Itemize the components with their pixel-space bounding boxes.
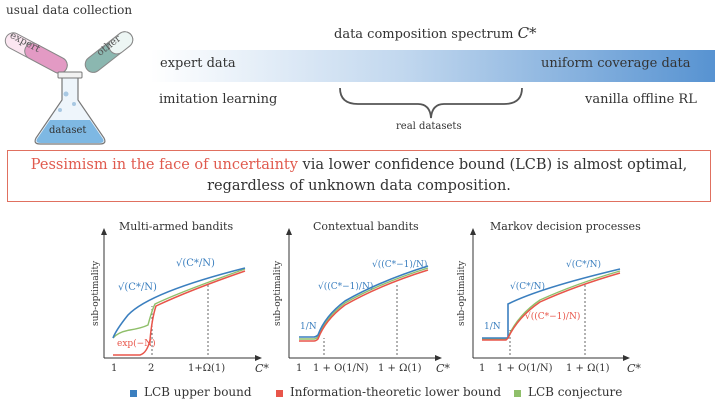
panel3-tick-2: 1 + O(1/N) bbox=[497, 363, 553, 374]
panel2-axes bbox=[286, 228, 442, 361]
statement-highlight: Pessimism in the face of uncertainty bbox=[30, 157, 298, 173]
panel3-title: Markov decision processes bbox=[490, 220, 641, 233]
spectrum-bar bbox=[150, 50, 715, 82]
panel1-label-top: √(C*/N) bbox=[176, 258, 215, 269]
statement-line2: regardless of unknown data composition. bbox=[207, 178, 511, 194]
panel1-label-upper: √(C*/N) bbox=[118, 282, 157, 293]
panel2-curves bbox=[299, 265, 429, 342]
panel2-tick-1: 1 bbox=[296, 363, 303, 374]
panel1-xlabel: C* bbox=[255, 362, 269, 375]
panel1-axes bbox=[101, 228, 262, 361]
legend-lcb-upper: LCB upper bound bbox=[144, 385, 252, 399]
spectrum-symbol: C* bbox=[517, 24, 537, 42]
panel1-title: Multi-armed bandits bbox=[119, 220, 234, 233]
legend-swatch-conjecture bbox=[514, 390, 521, 397]
legend-swatch-lcb-upper bbox=[130, 390, 137, 397]
panel2-ylabel: sub-optimality bbox=[273, 260, 283, 326]
panel3-tick-1: 1 bbox=[479, 363, 486, 374]
legend-swatch-lower-bound bbox=[276, 390, 283, 397]
panel3-xlabel: C* bbox=[627, 362, 641, 375]
expert-data-label: expert data bbox=[160, 56, 236, 71]
panel1-tick-2: 2 bbox=[148, 363, 155, 374]
panel2-label-top: √((C*−1)/N) bbox=[372, 260, 428, 270]
panel2-xlabel: C* bbox=[436, 362, 450, 375]
panel3-ylabel: sub-optimality bbox=[457, 260, 467, 326]
uniform-coverage-label: uniform coverage data bbox=[541, 56, 691, 71]
statement-box: Pessimism in the face of uncertainty via… bbox=[7, 150, 711, 202]
real-datasets-brace bbox=[339, 87, 523, 119]
panel3-curves bbox=[482, 268, 621, 341]
panel3-label-top: √(C*/N) bbox=[566, 260, 602, 270]
data-collection-illustration bbox=[4, 31, 134, 145]
panel3-label-upper: √(C*/N) bbox=[510, 282, 546, 292]
panel2-label-flat: 1/N bbox=[300, 322, 317, 332]
panel3-label-lower: √((C*−1)/N) bbox=[525, 312, 581, 322]
panel2-label-mid: √((C*−1)/N) bbox=[318, 282, 374, 292]
panel1-tick-1: 1 bbox=[111, 363, 118, 374]
panel3-axes bbox=[470, 228, 630, 361]
panel3-tick-3: 1 + Ω(1) bbox=[566, 363, 610, 374]
flask-label: dataset bbox=[49, 125, 87, 136]
legend-conjecture: LCB conjecture bbox=[528, 385, 623, 399]
panel1-tick-3: 1+Ω(1) bbox=[188, 363, 226, 374]
legend-lower-bound: Information-theoretic lower bound bbox=[290, 385, 502, 399]
imitation-learning-label: imitation learning bbox=[159, 92, 278, 107]
vanilla-offline-rl-label: vanilla offline RL bbox=[585, 92, 697, 107]
usual-data-collection-label: usual data collection bbox=[6, 3, 133, 17]
panel2-title: Contextual bandits bbox=[313, 220, 419, 233]
panel3-label-flat: 1/N bbox=[484, 322, 501, 332]
panel1-label-lower: exp(−N) bbox=[117, 339, 156, 349]
panel1-curves bbox=[112, 267, 246, 356]
statement-line1: via lower confidence bound (LCB) is almo… bbox=[297, 157, 688, 173]
spectrum-title: data composition spectrum C* bbox=[334, 24, 537, 42]
real-datasets-label: real datasets bbox=[396, 121, 462, 132]
panel2-tick-2: 1 + O(1/N) bbox=[313, 363, 369, 374]
panel2-tick-3: 1 + Ω(1) bbox=[378, 363, 422, 374]
